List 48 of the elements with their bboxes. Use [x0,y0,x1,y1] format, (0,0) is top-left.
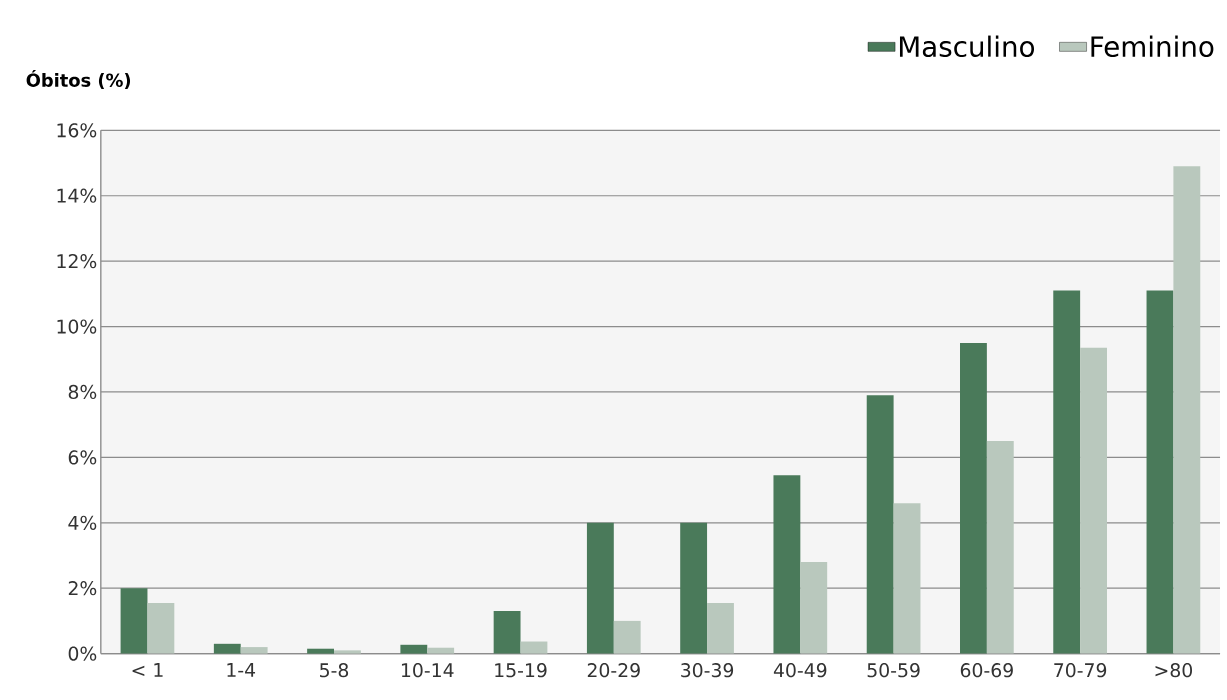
bar [707,602,734,654]
bar [120,588,148,654]
y-tick-label: 4% [68,515,97,530]
bar [240,646,268,654]
y-tick-label: 8% [68,384,97,399]
bar [960,342,987,654]
bar [493,610,521,654]
x-tick-label: >80 [1155,662,1193,678]
y-axis-title: Óbitos (%) [26,69,131,89]
bar [586,522,614,654]
bar [427,647,455,654]
bar [986,440,1014,654]
y-tick-label: 10% [57,319,97,334]
bar [400,644,428,654]
x-tick-label: 50-59 [867,662,920,678]
legend-label: Masculino [899,35,1035,57]
y-tick-label: 14% [57,188,97,203]
bar [773,475,801,654]
x-tick-label: 10-14 [401,662,454,678]
x-tick-label: 5-8 [320,662,349,678]
x-tick-label: 20-29 [587,662,640,678]
y-tick-label: 6% [68,450,97,465]
bar [613,620,641,654]
x-tick-label: < 1 [132,662,163,677]
bar [333,650,361,654]
bar [893,502,921,654]
x-tick-label: 40-49 [773,662,827,678]
bar [1173,166,1201,654]
bar [1080,347,1107,654]
bar [800,561,828,654]
bar [307,648,334,654]
bar [520,641,548,654]
bar [213,643,241,654]
x-tick-label: 15-19 [495,662,547,678]
x-tick-label: 60-69 [960,662,1013,678]
x-tick-label: 30-39 [681,662,734,678]
bar [1146,290,1174,654]
bar [1053,290,1081,654]
y-tick-label: 0% [68,646,97,661]
bar [866,395,894,654]
x-tick-label: 1-4 [227,662,256,677]
y-tick-label: 12% [57,253,97,269]
bar [680,522,708,654]
x-tick-label: 70-79 [1054,662,1107,678]
bar [147,602,175,654]
y-tick-label: 16% [57,123,97,138]
y-tick-label: 2% [68,580,97,596]
legend-label: Feminino [1091,35,1214,57]
